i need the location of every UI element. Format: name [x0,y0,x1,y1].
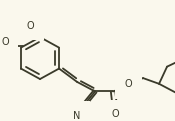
Text: O: O [1,37,9,47]
Text: O: O [26,21,34,31]
Text: N: N [73,111,81,121]
Text: O: O [111,109,119,119]
Text: O: O [124,79,132,89]
